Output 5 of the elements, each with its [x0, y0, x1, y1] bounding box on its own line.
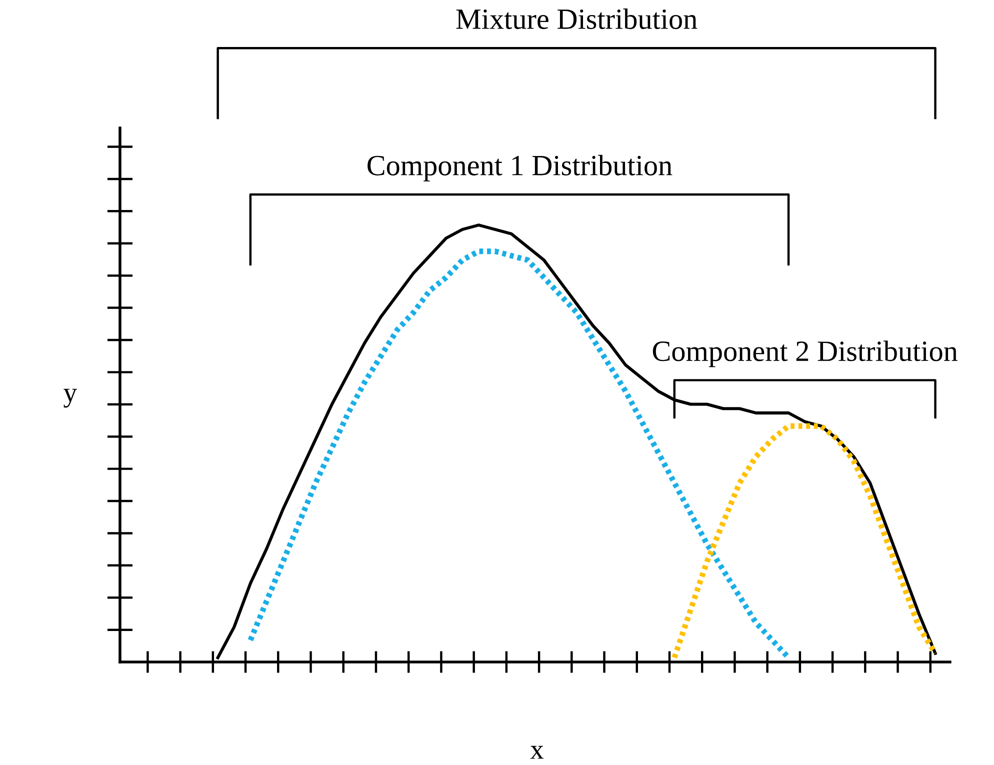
x-axis-title: x: [530, 746, 544, 759]
text: Component 1 Distribution: [368, 154, 672, 182]
text: Mixture Distribution: [456, 8, 698, 30]
y-axis-title: y: [64, 388, 78, 408]
annotation: Component 2 Distribution: [652, 340, 958, 368]
